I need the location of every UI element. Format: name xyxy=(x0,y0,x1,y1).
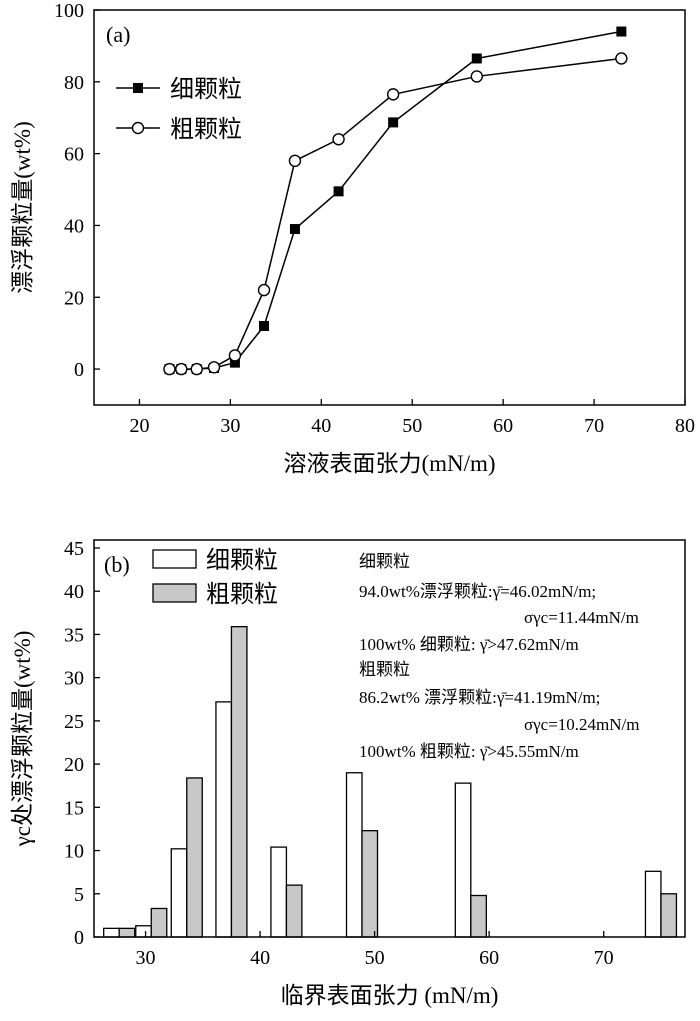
x-tick-label: 60 xyxy=(479,947,499,969)
y-tick-label: 20 xyxy=(64,287,84,309)
data-point-circle xyxy=(470,70,483,83)
y-axis-label: 漂浮颗粒量(wt%) xyxy=(10,121,35,293)
data-point-square xyxy=(229,357,240,368)
annotation-text: 100wt% 细颗粒: γ̄>47.62mN/m xyxy=(359,635,579,654)
data-point-circle xyxy=(207,361,221,374)
series-line-1 xyxy=(169,57,622,370)
bar-fine xyxy=(454,782,472,938)
bar-coarse xyxy=(660,893,678,938)
y-tick-label: 5 xyxy=(74,884,84,906)
legend-label: 细颗粒 xyxy=(206,547,278,574)
data-point-circle xyxy=(175,362,188,376)
y-tick-label: 40 xyxy=(64,581,84,603)
x-tick-label: 60 xyxy=(493,415,513,437)
bar-coarse xyxy=(230,626,248,938)
data-point-square xyxy=(289,224,300,235)
x-tick-label: 40 xyxy=(311,415,331,437)
y-axis-label: γc处漂浮颗粒量(wt%) xyxy=(10,631,35,848)
annotation-text: 细颗粒 xyxy=(359,552,410,571)
x-tick-label: 40 xyxy=(250,947,270,969)
panel-b: 30 40 50 60 70 0 5 10 15 20 25 30 35 40 45 (b) 临界表面张力 (m… xyxy=(10,538,686,1008)
y-tick-label: 35 xyxy=(64,624,84,646)
data-point-square xyxy=(616,26,627,37)
y-tick-label: 15 xyxy=(64,797,84,819)
y-tick-label: 45 xyxy=(64,538,84,560)
bar-coarse xyxy=(361,830,379,938)
x-tick-label: 80 xyxy=(675,415,695,437)
annotation-text: 100wt% 粗颗粒: γ̄>45.55mN/m xyxy=(359,742,579,761)
y-tick-label: 30 xyxy=(64,668,84,690)
bar-fine xyxy=(103,927,120,938)
legend-marker-circle xyxy=(131,121,145,135)
y-tick-label: 80 xyxy=(64,72,84,94)
legend-label: 粗颗粒 xyxy=(206,581,278,608)
bar-fine xyxy=(270,846,288,938)
x-tick-label: 70 xyxy=(584,415,604,437)
panel-label: (b) xyxy=(104,552,130,577)
x-tick-label: 70 xyxy=(594,947,614,969)
x-tick-label: 20 xyxy=(129,415,149,437)
panel-label: (a) xyxy=(106,22,130,47)
y-tick-label: 0 xyxy=(74,359,84,381)
y-tick-label: 25 xyxy=(64,711,84,733)
y-tick-label: 60 xyxy=(64,144,84,166)
data-point-square xyxy=(333,186,344,197)
x-tick-label: 50 xyxy=(402,415,422,437)
y-tick-label: 20 xyxy=(64,754,84,776)
bar-fine xyxy=(135,925,152,938)
annotation-text: σγc=10.24mN/m xyxy=(524,715,640,734)
y-tick-label: 40 xyxy=(64,215,84,237)
annotation-text: 86.2wt% 漂浮颗粒:γ̄=41.19mN/m; xyxy=(359,688,600,707)
x-axis-label: 临界表面张力 (mN/m) xyxy=(281,983,499,1008)
plot-frame xyxy=(93,539,686,938)
legend-swatch xyxy=(152,549,197,569)
legend-marker-square xyxy=(133,83,143,93)
x-tick-label: 50 xyxy=(365,947,385,969)
bar-coarse xyxy=(186,777,203,938)
legend-label: 细颗粒 xyxy=(170,76,242,103)
data-point-circle xyxy=(332,133,345,146)
data-point-circle xyxy=(228,349,242,362)
x-axis-label: 溶液表面张力(mN/m) xyxy=(283,451,495,476)
annotation-text: σγc=11.44mN/m xyxy=(524,608,639,627)
legend-swatch xyxy=(152,583,197,603)
bar-fine xyxy=(170,848,188,938)
y-tick-label: 0 xyxy=(74,927,84,949)
data-point-circle xyxy=(190,362,203,376)
legend-label: 粗颗粒 xyxy=(170,116,242,143)
x-tick-label: 30 xyxy=(220,415,240,437)
y-tick-label: 100 xyxy=(54,0,84,22)
data-point-circle xyxy=(288,154,302,168)
x-tick-label: 30 xyxy=(136,947,156,969)
bar-fine xyxy=(215,701,233,938)
plot-frame xyxy=(93,9,686,406)
data-point-square xyxy=(471,53,482,64)
bar-coarse xyxy=(285,884,303,938)
bar-fine xyxy=(644,870,662,938)
data-point-circle xyxy=(163,362,176,376)
bar-fine xyxy=(345,772,363,938)
annotation-text: 94.0wt%漂浮颗粒:γ̄=46.02mN/m; xyxy=(359,582,596,601)
data-point-square xyxy=(259,321,270,331)
annotation-text: 粗颗粒 xyxy=(359,660,410,679)
data-point-circle xyxy=(257,283,271,297)
bar-coarse xyxy=(118,927,136,938)
panel-a: 20 30 40 50 60 70 80 0 20 40 60 80 100 (a) 溶液表面张力(mN/m… xyxy=(10,0,695,476)
bar-coarse xyxy=(470,894,487,938)
data-point-square xyxy=(388,117,399,128)
y-tick-label: 10 xyxy=(64,841,84,863)
data-point-circle xyxy=(615,52,628,65)
data-point-circle xyxy=(386,88,400,101)
bar-coarse xyxy=(150,907,168,938)
